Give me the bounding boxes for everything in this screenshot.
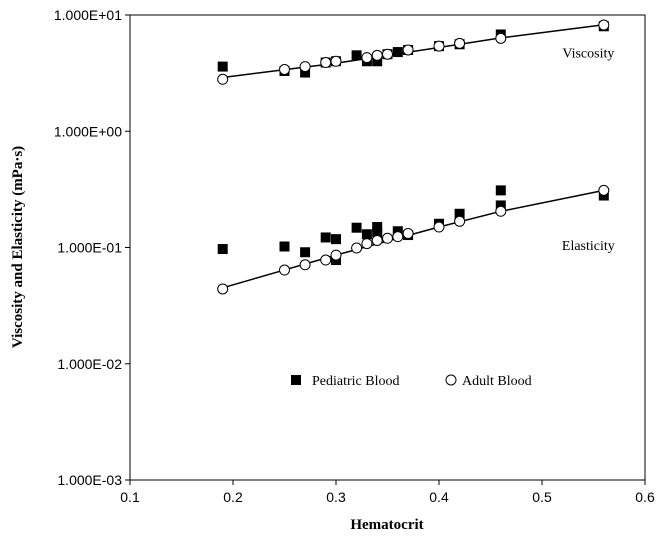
pediatric-blood-point <box>454 208 465 219</box>
legend-pediatric-marker <box>291 375 301 385</box>
adult-blood-point <box>361 238 373 250</box>
adult-blood-point <box>382 232 393 244</box>
y-axis-title: Viscosity and Elasticity (mPa·s) <box>10 146 26 348</box>
pediatric-blood-point <box>300 247 311 258</box>
adult-blood-point <box>433 221 445 233</box>
pediatric-blood-point <box>495 200 506 211</box>
adult-blood-point <box>402 44 414 56</box>
x-tick-label: 0.5 <box>532 489 552 505</box>
x-tick-label: 0.2 <box>223 489 243 505</box>
legend-adult-marker <box>445 374 457 386</box>
adult-blood-point <box>371 49 383 61</box>
adult-blood-point <box>598 19 610 31</box>
adult-blood-point <box>330 55 342 67</box>
pediatric-blood-point <box>217 61 228 72</box>
y-axis-ticks: 1.000E-03 1.000E-02 1.000E-01 1.000E+00 1.00… <box>54 7 130 488</box>
elasticity-annotation: Elasticity <box>562 239 615 254</box>
adult-blood-point <box>217 73 229 85</box>
y-tick-label: 1.000E+00 <box>54 123 122 139</box>
x-tick-label: 0.6 <box>635 489 655 505</box>
y-tick-label: 1.000E-03 <box>57 472 122 488</box>
adult-blood-point <box>217 283 229 295</box>
adult-blood-point <box>495 205 507 217</box>
legend-adult-label: Adult Blood <box>462 374 532 389</box>
pediatric-blood-point <box>351 50 362 61</box>
adult-blood-point <box>382 48 393 60</box>
adult-blood-point <box>361 52 373 64</box>
adult-blood-point <box>433 40 445 52</box>
pediatric-blood-point <box>361 229 372 240</box>
adult-blood-point <box>279 264 290 276</box>
adult-blood-point <box>402 227 414 239</box>
adult-blood-point <box>320 254 332 266</box>
y-tick-label: 1.000E-01 <box>57 240 122 256</box>
plot-area <box>129 14 646 481</box>
x-tick-label: 0.3 <box>326 489 346 505</box>
adult-blood-point <box>454 215 466 227</box>
adult-blood-point <box>598 184 610 196</box>
adult-blood-point <box>351 242 363 254</box>
adult-blood-point <box>371 234 383 246</box>
pediatric-blood-point <box>372 227 383 238</box>
pediatric-blood-point <box>495 185 506 196</box>
y-tick-label: 1.000E+01 <box>54 7 122 23</box>
pediatric-blood-point <box>351 222 362 233</box>
adult-blood-point <box>495 32 507 44</box>
pediatric-blood-point <box>320 232 331 243</box>
pediatric-blood-point <box>372 56 383 67</box>
adult-blood-point <box>279 63 290 75</box>
y-tick-label: 1.000E-02 <box>57 356 122 372</box>
adult-blood-point <box>454 37 466 49</box>
adult-blood-point <box>330 249 342 261</box>
x-tick-label: 0.1 <box>120 489 140 505</box>
pediatric-blood-point <box>372 222 383 233</box>
pediatric-blood-point <box>279 241 290 252</box>
x-tick-label: 0.4 <box>429 489 449 505</box>
legend-pediatric-label: Pediatric Blood <box>312 374 400 389</box>
adult-blood-point <box>299 259 311 271</box>
data-points <box>217 19 610 295</box>
adult-blood-point <box>320 57 332 69</box>
adult-blood-point <box>299 61 311 73</box>
adult-blood-point <box>392 231 404 243</box>
pediatric-blood-point <box>331 234 341 245</box>
viscosity-annotation: Viscosity <box>562 47 614 62</box>
x-axis-ticks: 0.1 0.2 0.3 0.4 0.5 0.6 <box>120 480 655 505</box>
pediatric-blood-point <box>217 244 228 255</box>
pediatric-blood-point <box>300 67 311 78</box>
x-axis-title: Hematocrit <box>350 517 423 533</box>
pediatric-blood-point <box>392 47 403 58</box>
legend: Pediatric Blood Adult Blood <box>291 374 532 389</box>
